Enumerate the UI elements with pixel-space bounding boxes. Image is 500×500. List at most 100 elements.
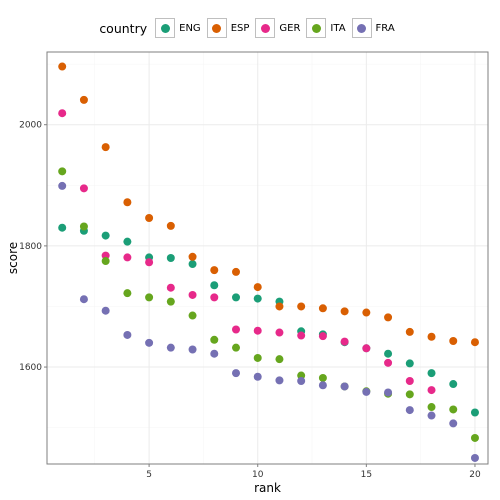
legend-key-fra — [351, 18, 372, 38]
data-point-fra — [405, 406, 414, 415]
data-point-eng — [405, 359, 414, 368]
data-point-esp — [449, 337, 458, 346]
legend-item-ger: GER — [255, 18, 300, 38]
data-point-fra — [449, 419, 458, 428]
data-point-eng — [188, 260, 197, 269]
legend-key-ita — [306, 18, 327, 38]
data-point-ger — [384, 358, 393, 367]
data-point-ita — [318, 373, 327, 382]
data-point-esp — [362, 308, 371, 317]
data-point-ita — [188, 311, 197, 320]
data-point-fra — [210, 349, 219, 358]
data-point-ger — [405, 376, 414, 385]
data-point-fra — [145, 338, 154, 347]
data-point-fra — [275, 376, 284, 385]
legend-item-esp: ESP — [206, 18, 250, 38]
data-point-ger — [166, 283, 175, 292]
y-tick-label: 1800 — [19, 242, 42, 252]
data-point-esp — [232, 267, 240, 276]
legend-label-ger: GER — [279, 22, 301, 34]
x-tick-label: 20 — [469, 470, 481, 480]
data-point-ita — [79, 222, 88, 231]
data-point-ger — [318, 332, 327, 341]
data-point-ita — [166, 297, 175, 306]
grid-lines — [47, 52, 488, 464]
y-tick-label: 1600 — [19, 363, 42, 373]
data-point-fra — [101, 306, 110, 315]
legend-title: country — [99, 20, 148, 36]
data-point-esp — [297, 302, 306, 311]
legend-label-eng: ENG — [179, 22, 201, 34]
data-point-esp — [405, 327, 414, 336]
data-point-ger — [58, 109, 67, 118]
y-tick-label: 2000 — [19, 121, 42, 131]
data-point-ger — [188, 290, 197, 299]
data-point-ger — [275, 328, 284, 337]
data-point-fra — [297, 376, 306, 385]
data-point-esp — [145, 214, 154, 223]
data-point-fra — [188, 345, 197, 354]
data-point-eng — [123, 237, 132, 246]
data-point-ger — [427, 386, 436, 395]
data-point-eng — [232, 293, 240, 302]
data-point-esp — [123, 198, 132, 207]
legend-dot-icon — [260, 23, 270, 33]
data-point-fra — [340, 382, 349, 391]
data-point-esp — [166, 221, 175, 230]
data-point-ger — [340, 337, 349, 346]
data-point-esp — [427, 332, 436, 341]
x-tick-label: 5 — [146, 470, 152, 480]
data-point-fra — [384, 388, 393, 397]
legend-dot-icon — [212, 23, 222, 33]
data-point-ger — [145, 258, 154, 267]
legend-key-ger — [255, 18, 276, 38]
data-point-eng — [101, 231, 110, 240]
data-point-esp — [384, 313, 393, 322]
data-point-esp — [210, 266, 219, 275]
legend-item-eng: ENG — [155, 18, 201, 38]
x-tick-label: 10 — [252, 470, 264, 480]
data-point-ita — [58, 167, 67, 176]
data-point-fra — [58, 181, 67, 190]
data-point-ita — [253, 353, 262, 362]
data-point-ita — [210, 335, 219, 344]
axis-ticks: 5 10 15 20 1600 1800 2000 — [19, 121, 481, 480]
data-point-ita — [123, 289, 132, 298]
data-point-ita — [449, 405, 458, 414]
data-points — [58, 62, 479, 462]
data-point-ger — [232, 325, 240, 334]
data-point-ita — [470, 433, 479, 442]
data-point-eng — [253, 294, 262, 303]
data-point-ita — [145, 293, 154, 302]
data-point-fra — [123, 330, 132, 339]
data-point-fra — [166, 343, 175, 352]
data-point-fra — [79, 295, 88, 304]
legend-label-fra: FRA — [375, 22, 395, 34]
legend-label-esp: ESP — [230, 22, 250, 34]
data-point-esp — [318, 304, 327, 313]
data-point-esp — [79, 95, 88, 104]
data-point-ger — [210, 293, 219, 302]
legend-dot-icon — [311, 23, 321, 33]
data-point-eng — [427, 369, 436, 378]
data-point-eng — [384, 349, 393, 358]
data-point-ger — [362, 344, 371, 353]
x-tick-label: 15 — [361, 470, 372, 480]
data-point-fra — [362, 387, 371, 396]
data-point-ita — [405, 390, 414, 399]
data-point-fra — [232, 369, 240, 378]
data-point-esp — [253, 283, 262, 292]
data-point-ger — [253, 326, 262, 335]
plot-panel — [46, 51, 489, 465]
legend-item-fra: FRA — [351, 18, 395, 38]
data-point-esp — [470, 338, 479, 347]
data-point-fra — [470, 453, 479, 462]
data-point-ita — [101, 257, 110, 266]
legend-dot-icon — [357, 23, 367, 33]
data-point-esp — [101, 143, 110, 152]
x-axis-title: rank — [254, 481, 281, 495]
data-point-esp — [188, 252, 197, 261]
legend-key-eng — [155, 18, 176, 38]
data-point-esp — [340, 307, 349, 316]
